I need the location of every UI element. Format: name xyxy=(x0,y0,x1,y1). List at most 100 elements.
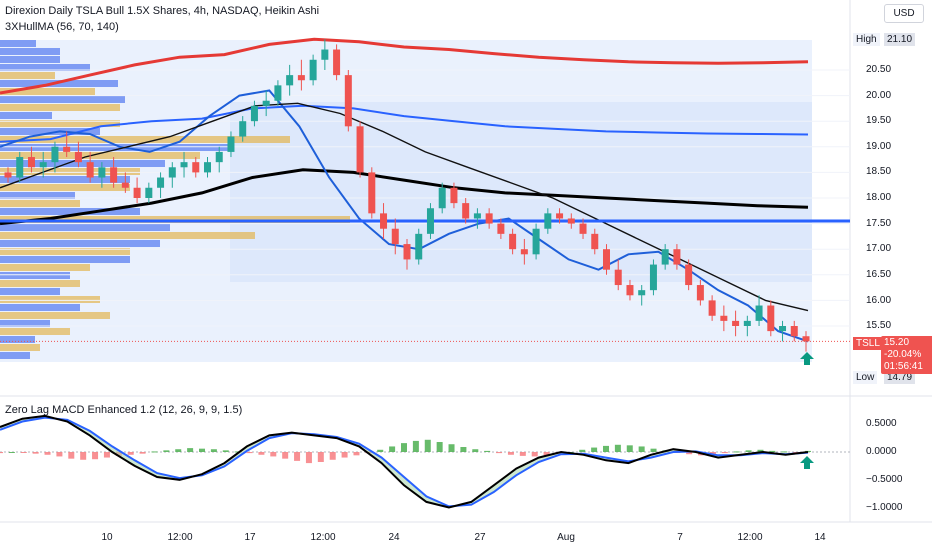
macd-histogram-bar xyxy=(507,452,514,455)
candle-body xyxy=(63,146,71,152)
candle-body xyxy=(696,285,704,301)
price-tick: 20.00 xyxy=(866,90,892,101)
volume-profile-bar xyxy=(0,256,130,263)
volume-profile-bar xyxy=(0,144,230,151)
candle-body xyxy=(509,233,517,250)
volume-profile-bar xyxy=(0,304,80,311)
macd-histogram-bar xyxy=(626,445,633,452)
candle-body xyxy=(168,167,176,178)
macd-tick: 0.5000 xyxy=(866,418,897,429)
macd-histogram-bar xyxy=(282,452,289,459)
hull-indicator-label[interactable]: 3XHullMA (56, 70, 140) xyxy=(5,21,119,33)
macd-histogram-bar xyxy=(103,452,110,458)
volume-profile-bar xyxy=(0,72,55,79)
candle-body xyxy=(27,157,35,168)
macd-histogram-bar xyxy=(472,449,479,452)
candle-body xyxy=(661,249,669,265)
candle-body xyxy=(368,172,376,214)
macd-indicator-label[interactable]: Zero Lag MACD Enhanced 1.2 (12, 26, 9, 9… xyxy=(5,404,243,416)
volume-profile-bar xyxy=(0,264,90,271)
macd-histogram-bar xyxy=(603,445,609,452)
candle-body xyxy=(802,336,810,342)
volume-profile-bar xyxy=(0,224,170,231)
volume-profile-bar xyxy=(0,352,30,359)
macd-histogram-bar xyxy=(139,452,146,454)
macd-histogram-bar xyxy=(341,452,348,458)
candle-body xyxy=(333,49,341,76)
candle-body xyxy=(438,187,446,209)
volume-profile-bar xyxy=(0,128,100,135)
candle-body xyxy=(415,233,423,260)
macd-histogram-bar xyxy=(68,452,75,459)
volume-profile-bar xyxy=(0,240,160,247)
hull-red-line xyxy=(0,37,809,95)
candle-body xyxy=(591,233,599,250)
candle-body xyxy=(614,269,622,286)
macd-signal-line xyxy=(0,416,809,508)
macd-histogram-bar xyxy=(234,451,241,453)
price-tick: 19.50 xyxy=(866,115,892,126)
candle-body xyxy=(497,223,505,234)
price-tick: 15.50 xyxy=(866,320,892,331)
macd-histogram-bar xyxy=(531,452,538,457)
candle-body xyxy=(520,249,528,255)
time-tick: 24 xyxy=(388,532,400,543)
volume-profile-bar xyxy=(0,176,130,183)
macd-histogram-bar xyxy=(638,446,645,452)
macd-histogram-bar xyxy=(721,452,728,454)
volume-profile-bar xyxy=(0,200,80,207)
macd-histogram-bar xyxy=(496,452,503,454)
volume-profile-bar xyxy=(0,208,140,215)
volume-profile-bar xyxy=(0,248,130,255)
volume-profile-bar xyxy=(0,64,90,71)
macd-histogram-bar xyxy=(210,449,217,452)
price-tick: 17.00 xyxy=(866,243,892,254)
candle-body xyxy=(321,49,329,60)
macd-histogram-bar xyxy=(8,452,15,453)
volume-profile-bar xyxy=(0,216,350,223)
macd-histogram-bar xyxy=(175,449,182,452)
candle-body xyxy=(121,182,129,188)
last-price-tag: 15.20 -20.04% 01:56:41 xyxy=(881,336,932,374)
time-tick: 17 xyxy=(244,532,256,543)
candle-body xyxy=(274,85,282,101)
candle-body xyxy=(603,249,610,270)
volume-profile-bar xyxy=(0,312,110,319)
price-tick: 16.00 xyxy=(866,295,892,306)
candle-body xyxy=(309,59,317,81)
macd-histogram-bar xyxy=(246,452,253,454)
candle-body xyxy=(145,187,153,198)
macd-tick: −0.5000 xyxy=(866,474,903,485)
time-tick: 12:00 xyxy=(167,532,193,543)
channel-inner-band xyxy=(230,102,812,282)
candle-body xyxy=(473,213,481,219)
candle-body xyxy=(4,172,12,178)
macd-histogram-bar xyxy=(460,447,467,452)
macd-histogram-bar xyxy=(436,442,443,452)
volume-profile-bar xyxy=(0,344,40,351)
macd-histogram-bar xyxy=(329,452,336,460)
macd-tick: 0.0000 xyxy=(866,446,897,457)
candle-body xyxy=(297,75,305,81)
candle-body xyxy=(462,203,470,219)
candle-body xyxy=(157,177,165,188)
macd-histogram-bar xyxy=(769,450,776,452)
candle-body xyxy=(192,162,200,173)
candle-body xyxy=(133,187,141,198)
volume-profile-bar xyxy=(0,160,165,167)
macd-histogram-bar xyxy=(733,451,740,453)
candle-body xyxy=(732,320,740,326)
candle-body xyxy=(286,75,294,86)
currency-button[interactable]: USD xyxy=(884,4,924,23)
macd-histogram-bar xyxy=(543,452,550,456)
candle-body xyxy=(98,167,106,178)
volume-profile-bar xyxy=(0,136,290,143)
macd-histogram-bar xyxy=(317,452,324,462)
macd-line xyxy=(0,414,809,509)
candle-body xyxy=(380,213,388,229)
volume-profile-bar xyxy=(0,184,130,191)
time-tick: Aug xyxy=(557,532,575,543)
volume-profile-bar xyxy=(0,168,140,175)
price-change: -20.04% xyxy=(884,349,922,360)
